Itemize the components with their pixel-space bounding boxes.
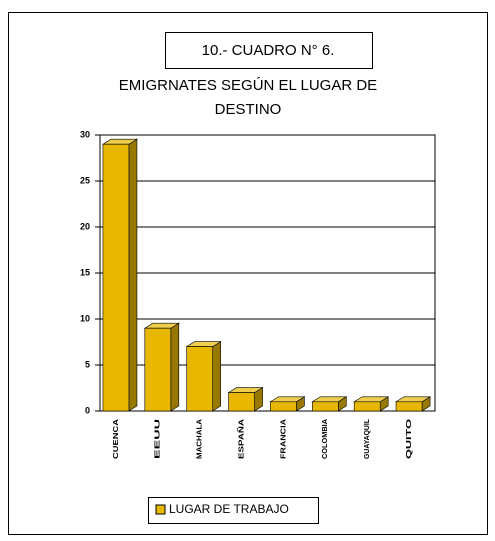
bar <box>228 392 255 412</box>
bar <box>312 401 339 412</box>
y-tick-label: 20 <box>80 221 90 231</box>
bar-side <box>128 138 138 412</box>
x-tick-label: MACHALA <box>197 419 204 459</box>
x-tick-label: QUITO <box>406 418 413 459</box>
bar-side <box>170 322 180 412</box>
x-tick-label: GUAYAQUIL <box>364 418 371 459</box>
x-tick-label: FRANCIA <box>280 419 287 459</box>
chart-title: DESTINO <box>215 101 282 118</box>
y-tick-label: 0 <box>85 405 90 415</box>
chart-title: EMIGRNATES SEGÚN EL LUGAR DE <box>119 77 377 94</box>
y-tick-label: 25 <box>80 175 90 185</box>
x-tick-label: EEUU <box>155 419 162 459</box>
bar <box>270 401 297 412</box>
bar <box>353 401 381 412</box>
caption-box <box>165 32 373 69</box>
legend-label: LUGAR DE TRABAJO <box>169 502 289 516</box>
x-tick-label: COLOMBIA <box>322 419 329 459</box>
x-tick-label: CUENCA <box>113 419 120 459</box>
bar-side <box>212 341 221 412</box>
legend-swatch <box>155 504 166 515</box>
legend-box <box>148 497 319 524</box>
y-tick-label: 15 <box>80 267 90 277</box>
y-tick-label: 30 <box>80 129 90 139</box>
bar <box>144 327 172 412</box>
bar <box>395 401 423 412</box>
bar <box>186 346 213 412</box>
y-tick-label: 10 <box>80 313 90 323</box>
bar <box>102 143 130 412</box>
x-tick-label: ESPAÑA <box>236 419 245 459</box>
y-tick-label: 5 <box>85 359 90 369</box>
caption: 10.- CUADRO N° 6. <box>202 42 335 59</box>
